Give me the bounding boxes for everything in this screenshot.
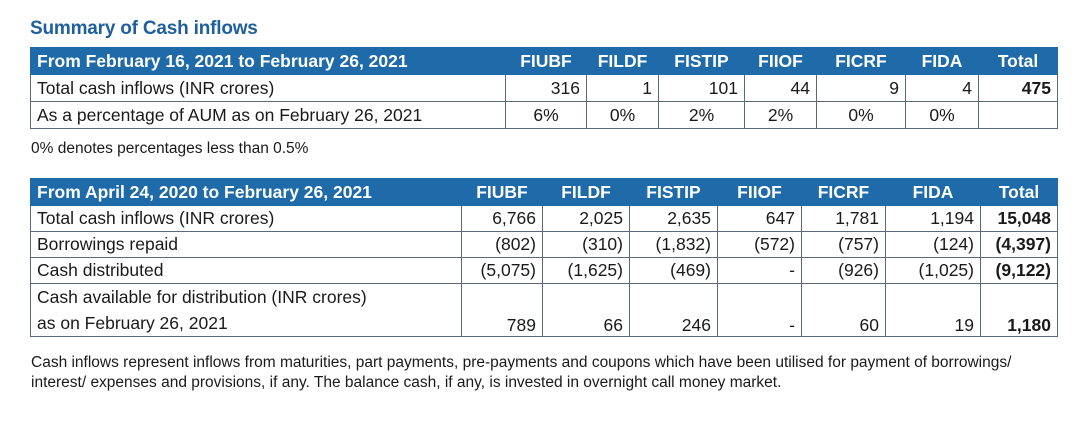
cell-value: (572): [717, 231, 802, 258]
cell-value: (469): [629, 257, 718, 284]
row-label: Total cash inflows (INR crores): [30, 74, 506, 102]
cell-value: 6%: [505, 101, 587, 129]
cell-value: 2,025: [542, 205, 630, 232]
header-ficrf: FICRF: [816, 47, 906, 75]
cash-inflows-footnote: Cash inflows represent inflows from matu…: [31, 354, 1012, 391]
cell-value: (5,075): [461, 257, 543, 284]
header-fida: FIDA: [885, 178, 981, 206]
header-fida: FIDA: [905, 47, 979, 75]
table-header-row: From February 16, 2021 to February 26, 2…: [30, 47, 1058, 75]
cell-value: 0%: [905, 101, 979, 129]
cell-value: 1,194: [885, 205, 981, 232]
cell-value: 789: [461, 283, 543, 337]
table-row: Borrowings repaid (802) (310) (1,832) (5…: [30, 231, 1058, 258]
header-fistip: FISTIP: [658, 47, 745, 75]
table-row: Total cash inflows (INR crores) 6,766 2,…: [30, 205, 1058, 232]
row-label: Cash distributed: [30, 257, 462, 284]
table-row: Cash distributed (5,075) (1,625) (469) -…: [30, 257, 1058, 284]
header-fiiof: FIIOF: [717, 178, 802, 206]
cell-total: (4,397): [980, 231, 1058, 258]
cell-value: (124): [885, 231, 981, 258]
cell-value: (802): [461, 231, 543, 258]
cell-value: 2%: [658, 101, 745, 129]
row-label-line2: as on February 26, 2021: [37, 313, 228, 333]
cell-value: (1,832): [629, 231, 718, 258]
cell-value: 0%: [586, 101, 659, 129]
cell-total: 1,180: [980, 283, 1058, 337]
header-fistip: FISTIP: [629, 178, 718, 206]
cell-value: 66: [542, 283, 630, 337]
cell-value: (926): [801, 257, 886, 284]
cell-value: 0%: [816, 101, 906, 129]
cell-value: 4: [905, 74, 979, 102]
header-fiubf: FIUBF: [505, 47, 587, 75]
cell-value: 19: [885, 283, 981, 337]
header-fildf: FILDF: [542, 178, 630, 206]
cell-total: 15,048: [980, 205, 1058, 232]
table-row: Total cash inflows (INR crores) 316 1 10…: [30, 74, 1058, 102]
header-ficrf: FICRF: [801, 178, 886, 206]
cell-value: (1,025): [885, 257, 981, 284]
cell-total: (9,122): [980, 257, 1058, 284]
header-fiiof: FIIOF: [744, 47, 817, 75]
cell-value: (1,625): [542, 257, 630, 284]
cell-value: 6,766: [461, 205, 543, 232]
cash-inflows-table-cumulative: From April 24, 2020 to February 26, 2021…: [30, 178, 1058, 337]
cell-value: 2%: [744, 101, 817, 129]
section-title: Summary of Cash inflows: [30, 18, 258, 39]
header-fiubf: FIUBF: [461, 178, 543, 206]
cell-total: 475: [978, 74, 1058, 102]
header-period: From February 16, 2021 to February 26, 2…: [30, 47, 506, 75]
table-row: As a percentage of AUM as on February 26…: [30, 101, 1058, 129]
cell-value: 647: [717, 205, 802, 232]
cell-value: 101: [658, 74, 745, 102]
cell-value: (757): [801, 231, 886, 258]
header-period: From April 24, 2020 to February 26, 2021: [30, 178, 462, 206]
row-label: As a percentage of AUM as on February 26…: [30, 101, 506, 129]
cell-value: 316: [505, 74, 587, 102]
row-label: Total cash inflows (INR crores): [30, 205, 462, 232]
header-fildf: FILDF: [586, 47, 659, 75]
cell-value: -: [717, 283, 802, 337]
cell-value: 2,635: [629, 205, 718, 232]
cell-value: 44: [744, 74, 817, 102]
percentage-footnote: 0% denotes percentages less than 0.5%: [31, 140, 309, 157]
row-label: Borrowings repaid: [30, 231, 462, 258]
cell-value: 1,781: [801, 205, 886, 232]
cash-inflows-table-feb: From February 16, 2021 to February 26, 2…: [30, 47, 1058, 129]
cell-total: [978, 101, 1058, 129]
cell-value: (310): [542, 231, 630, 258]
row-label-line1: Cash available for distribution (INR cro…: [37, 287, 367, 307]
cell-value: 246: [629, 283, 718, 337]
table-row: Cash available for distribution (INR cro…: [30, 283, 1058, 337]
header-total: Total: [980, 178, 1058, 206]
cell-value: -: [717, 257, 802, 284]
table-header-row: From April 24, 2020 to February 26, 2021…: [30, 178, 1058, 206]
cell-value: 9: [816, 74, 906, 102]
header-total: Total: [978, 47, 1058, 75]
cell-value: 60: [801, 283, 886, 337]
cell-value: 1: [586, 74, 659, 102]
row-label: Cash available for distribution (INR cro…: [30, 283, 462, 337]
